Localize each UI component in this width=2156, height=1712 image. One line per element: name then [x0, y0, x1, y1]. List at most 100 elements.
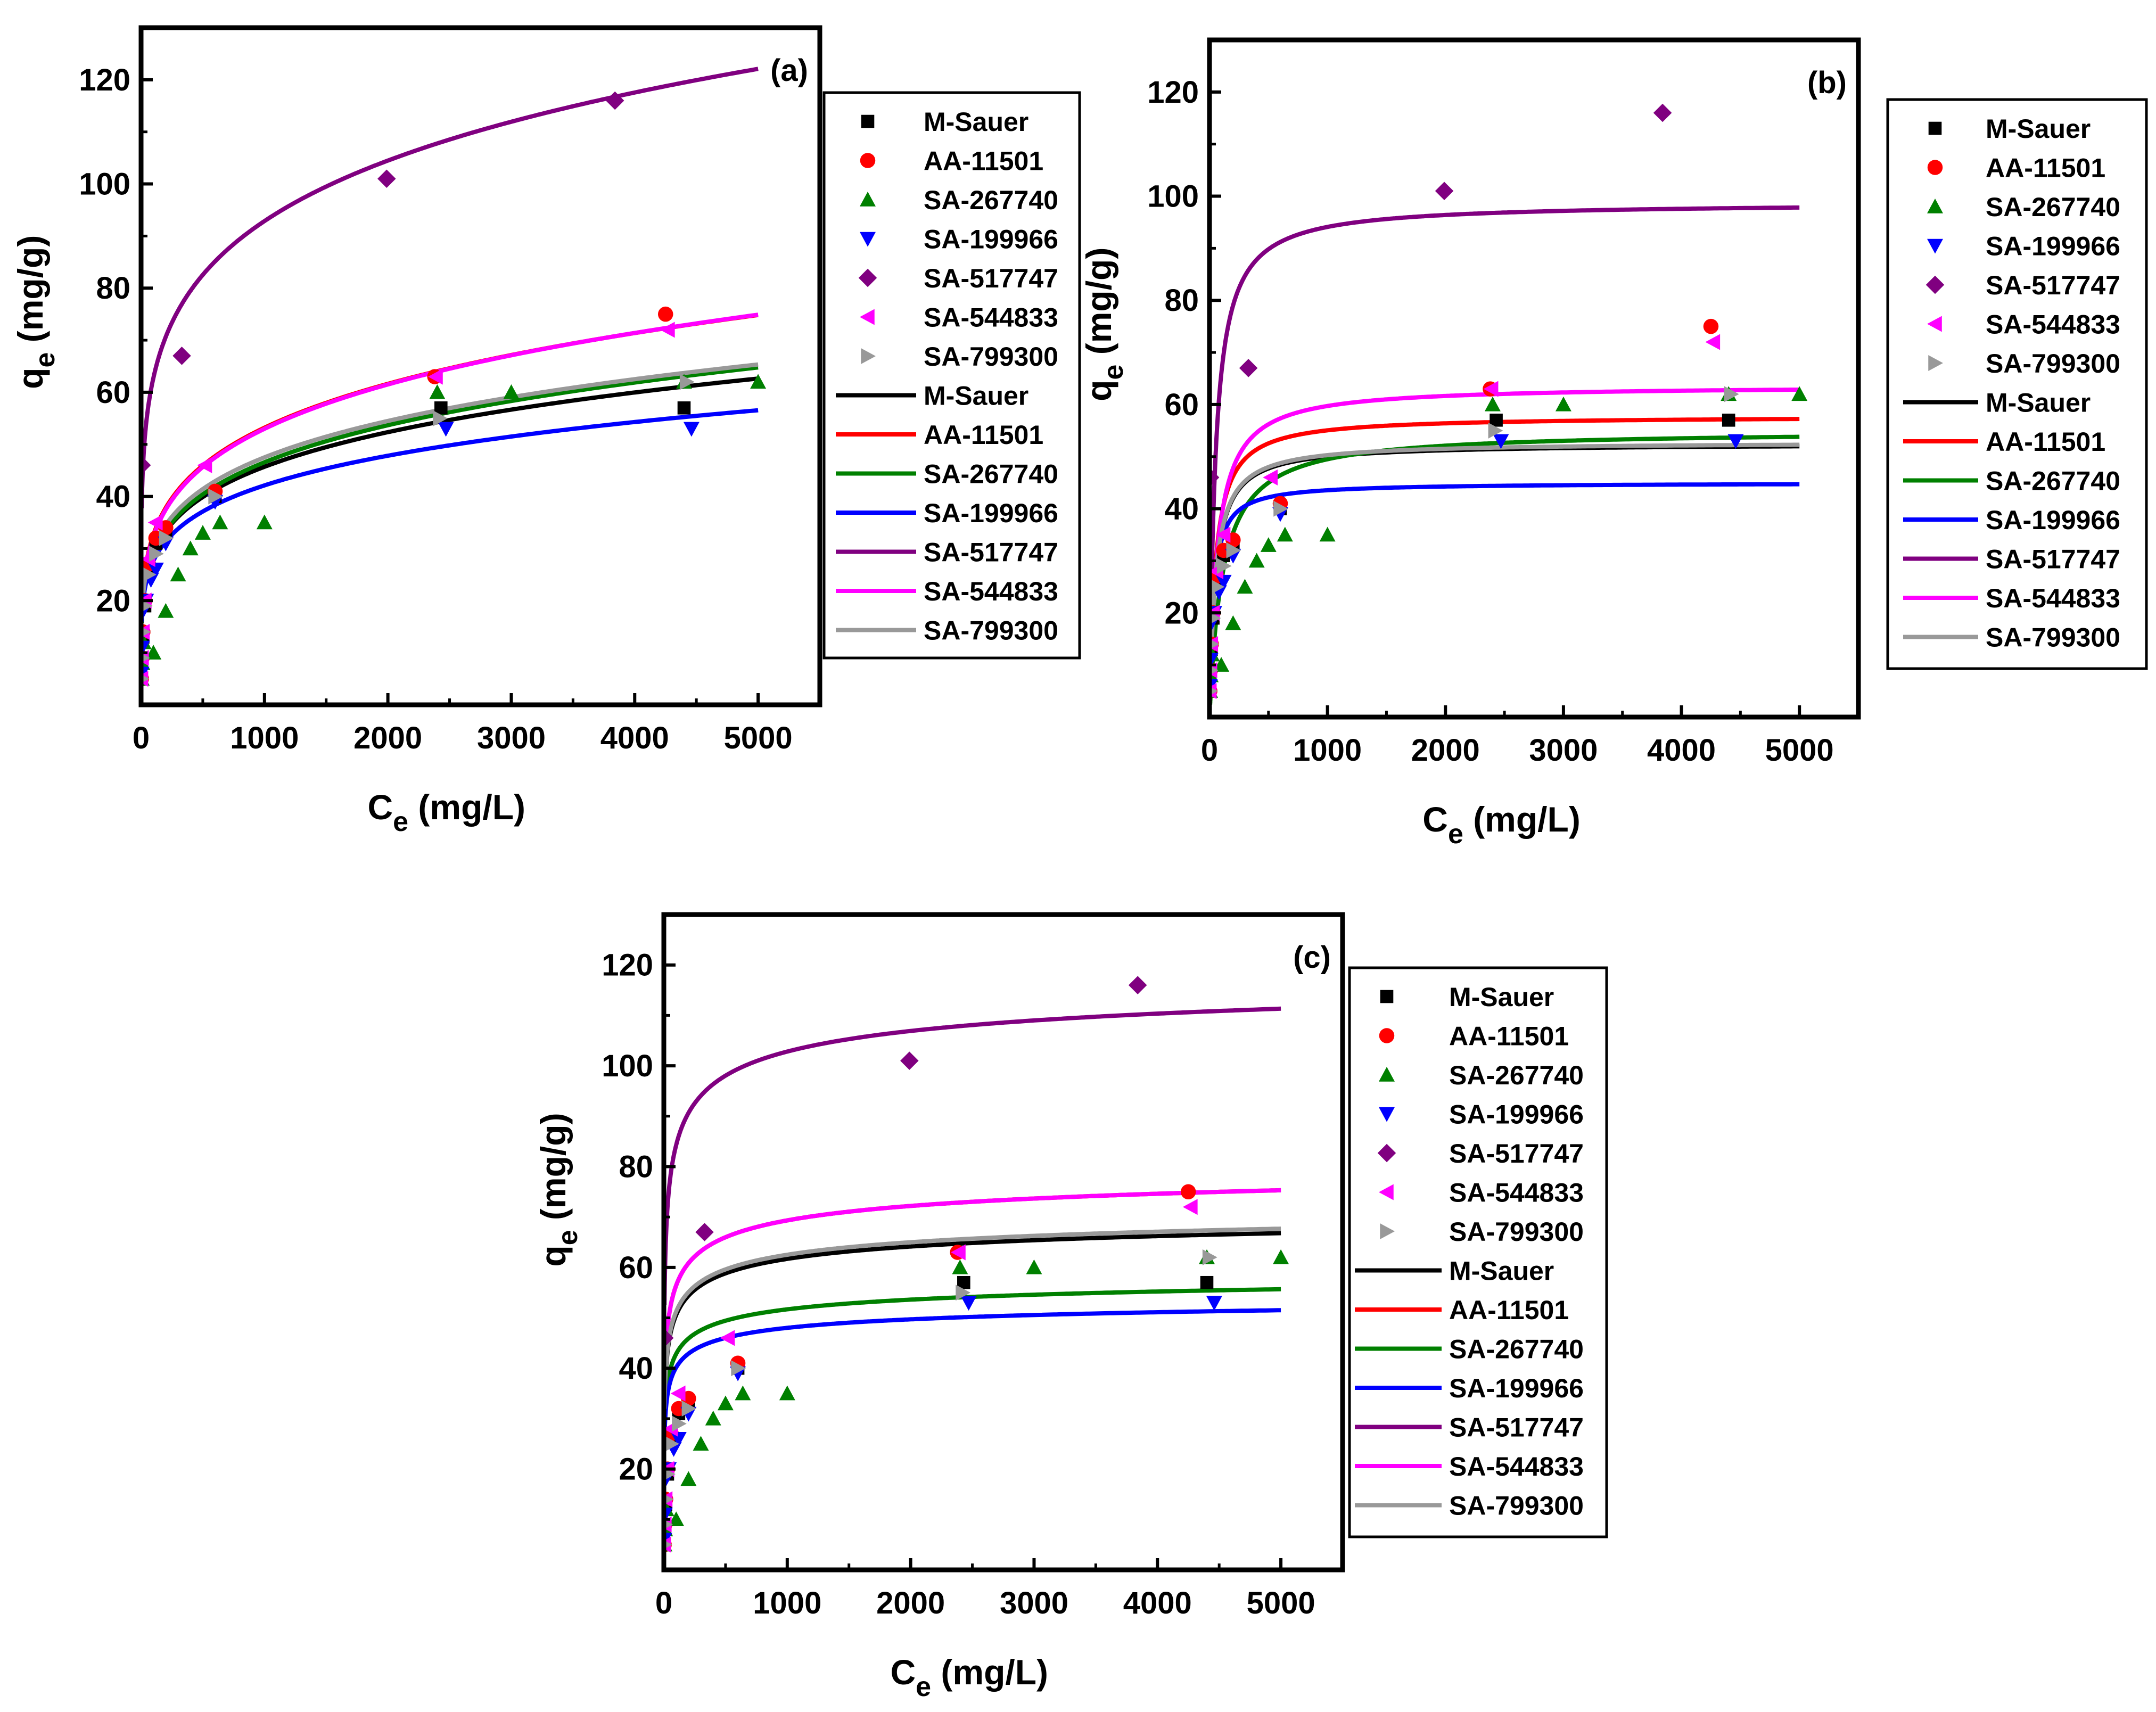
x-axis-title-main: C	[367, 787, 393, 827]
x-axis-title-main: C	[1422, 800, 1448, 839]
fit-line-sa-517747	[664, 1006, 1281, 1307]
fit-line-sa-799300	[141, 362, 759, 620]
y-axis-title-unit: (mg/g)	[11, 235, 50, 352]
legend-label: M-Sauer	[1449, 1256, 1554, 1286]
point-m-sauer	[1200, 1275, 1214, 1289]
legend-label: SA-517747	[1986, 270, 2120, 300]
legend-label: M-Sauer	[1986, 114, 2091, 144]
x-tick-label: 1000	[753, 1586, 821, 1620]
legend-label: SA-517747	[924, 264, 1058, 293]
legend-label: SA-199966	[1449, 1373, 1584, 1403]
point-aa-11501	[1180, 1184, 1196, 1200]
point-sa-267740	[750, 374, 767, 389]
legend-label: SA-199966	[1986, 505, 2120, 535]
point-sa-799300	[664, 1494, 674, 1505]
y-tick-label: 60	[1164, 388, 1199, 422]
point-sa-267740	[158, 603, 174, 618]
x-tick-label: 5000	[1247, 1586, 1315, 1620]
point-sa-799300	[433, 410, 448, 426]
point-sa-267740	[182, 540, 199, 556]
point-aa-11501	[657, 306, 673, 322]
point-sa-199966	[147, 562, 164, 578]
fit-line-sa-544833	[141, 312, 759, 619]
y-axis-title-main: q	[533, 1245, 573, 1266]
x-tick-label: 1000	[1293, 733, 1362, 768]
point-sa-267740	[1319, 526, 1336, 542]
legend-marker-sa-544833	[1379, 1184, 1394, 1200]
x-tick-label: 3000	[477, 721, 546, 755]
panel-label: (c)	[1293, 940, 1331, 975]
legend-label: AA-11501	[1986, 427, 2105, 457]
point-sa-544833	[428, 368, 443, 385]
point-sa-799300	[1209, 612, 1221, 624]
x-tick-label: 3000	[1000, 1586, 1068, 1620]
y-tick-label: 120	[602, 948, 653, 983]
point-sa-267740	[212, 514, 228, 530]
x-axis-title-unit: (mg/L)	[408, 787, 525, 827]
y-tick-label: 40	[1164, 492, 1199, 526]
point-sa-799300	[672, 1415, 687, 1432]
fit-line-sa-199966	[141, 408, 759, 624]
fit-curves	[141, 67, 759, 625]
legend-label: SA-267740	[1986, 466, 2120, 496]
point-sa-517747	[1209, 468, 1220, 487]
point-sa-267740	[429, 384, 446, 399]
y-tick-label: 80	[619, 1149, 653, 1184]
point-sa-267740	[952, 1259, 968, 1274]
y-tick-label: 80	[96, 271, 130, 306]
legend-marker-m-sauer	[1928, 121, 1942, 135]
legend-marker-sa-517747	[858, 268, 877, 287]
point-sa-544833	[1215, 526, 1231, 543]
chart-panel-b: 0 1000 2000 3000 4000 5000 20 40 60 80 100 120 (b) Ce…	[1079, 37, 2148, 850]
fit-curves	[664, 1006, 1281, 1441]
legend-label: M-Sauer	[924, 107, 1028, 137]
legend-marker-sa-517747	[1925, 275, 1945, 294]
fit-line-sa-267740	[664, 1287, 1281, 1435]
point-sa-267740	[1791, 386, 1808, 401]
y-axis-title-main: q	[11, 368, 50, 389]
point-sa-267740	[1237, 579, 1253, 594]
point-sa-544833	[1263, 469, 1278, 485]
legend-label: SA-517747	[1449, 1413, 1584, 1443]
point-sa-799300	[731, 1360, 746, 1377]
x-axis-title-subscript: e	[393, 806, 408, 837]
legend-marker-sa-517747	[1377, 1143, 1396, 1163]
legend-label: SA-544833	[1449, 1178, 1584, 1208]
legend-label: AA-11501	[1449, 1022, 1569, 1051]
fit-line-sa-544833	[664, 1188, 1281, 1397]
point-sa-517747	[172, 347, 191, 365]
legend-label: SA-799300	[1449, 1491, 1584, 1521]
x-tick-label: 4000	[1647, 733, 1716, 768]
legend-label: AA-11501	[1986, 153, 2105, 183]
point-sa-267740	[145, 645, 162, 660]
point-sa-544833	[660, 322, 675, 338]
panel-label: (b)	[1807, 65, 1847, 100]
data-points	[141, 91, 767, 687]
point-sa-799300	[1216, 558, 1232, 574]
point-m-sauer	[434, 401, 448, 415]
point-sa-544833	[670, 1385, 686, 1402]
x-axis-title-subscript: e	[1448, 819, 1463, 850]
y-tick-label: 100	[602, 1049, 653, 1083]
point-sa-544833	[147, 514, 163, 531]
legend-marker-aa-11501	[860, 153, 876, 168]
y-axis-title: qe (mg/g)	[11, 235, 61, 389]
point-sa-799300	[1226, 542, 1241, 558]
x-tick-label: 3000	[1529, 733, 1598, 768]
y-tick-label: 40	[619, 1351, 653, 1386]
point-m-sauer	[1722, 413, 1735, 427]
legend-label: SA-199966	[924, 225, 1058, 254]
legend-label: SA-544833	[1986, 310, 2120, 340]
x-axis-title-main: C	[890, 1652, 916, 1692]
point-sa-799300	[141, 627, 151, 638]
point-sa-267740	[705, 1410, 721, 1426]
fit-line-m-sauer	[141, 376, 759, 623]
point-sa-544833	[951, 1244, 966, 1261]
x-tick-label: 0	[1201, 733, 1218, 768]
point-sa-517747	[141, 456, 151, 475]
point-sa-799300	[1209, 579, 1225, 595]
y-tick-label: 80	[1164, 283, 1199, 318]
x-axis-title: Ce (mg/L)	[890, 1652, 1048, 1702]
legend-label: M-Sauer	[1986, 388, 2091, 418]
legend-frame	[1348, 966, 1608, 1538]
